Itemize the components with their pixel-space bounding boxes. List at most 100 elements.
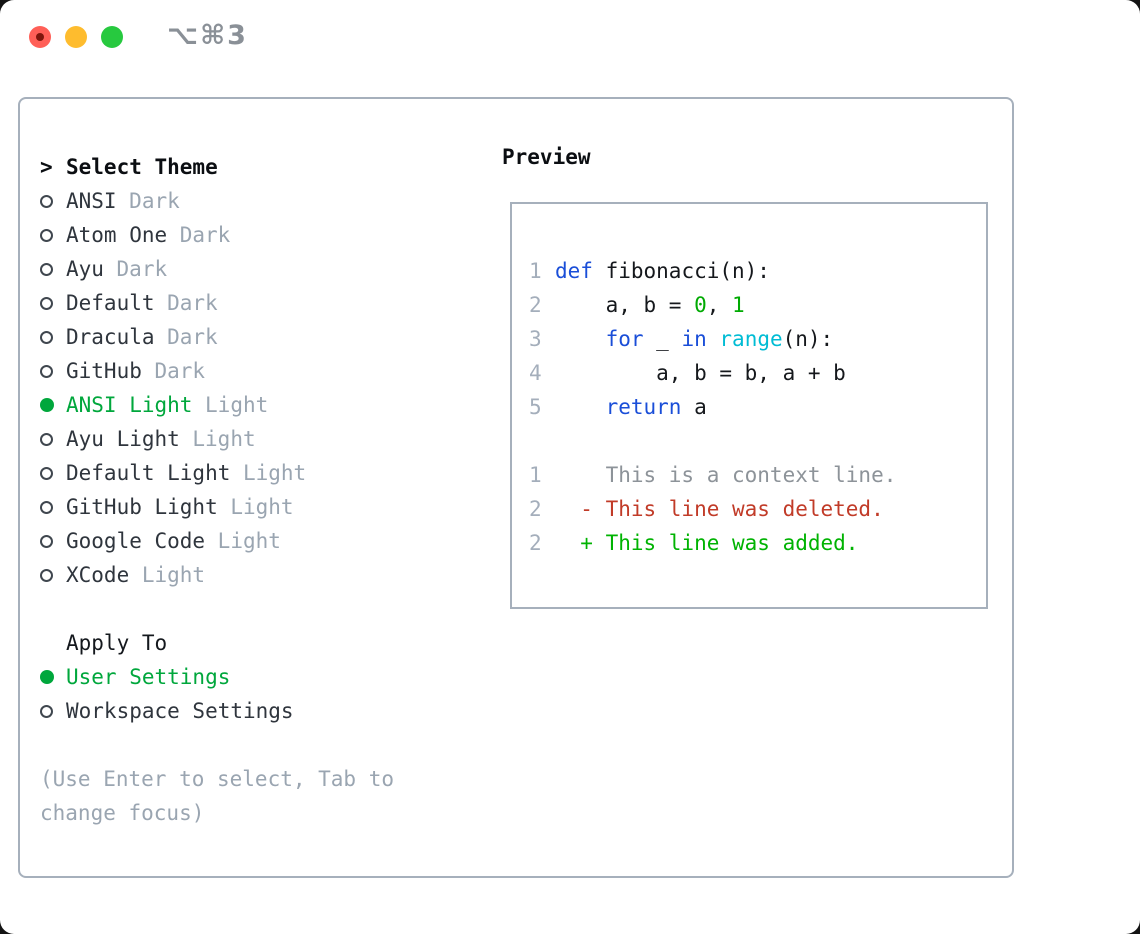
- radio-icon: [40, 262, 53, 276]
- code-text: a, b = b, a + b: [555, 356, 846, 390]
- theme-option-google-code[interactable]: Google Code Light: [40, 524, 394, 558]
- preview-title: Preview: [502, 145, 591, 169]
- theme-option-ansi[interactable]: ANSI Dark: [40, 184, 394, 218]
- radio-icon: [40, 466, 53, 480]
- radio-icon: [40, 194, 53, 208]
- code-segment-number: 0: [694, 293, 707, 317]
- selection-caret-icon: >: [40, 155, 53, 179]
- marker-cell: [40, 432, 66, 446]
- marker-cell: [40, 364, 66, 378]
- code-segment-deleted: - This line was deleted.: [555, 497, 884, 521]
- spacer: [40, 728, 394, 762]
- theme-name: Ayu: [66, 257, 104, 281]
- marker-cell: [40, 330, 66, 344]
- radio-icon: [40, 364, 53, 378]
- line-number: 3: [529, 327, 542, 351]
- theme-option-github[interactable]: GitHub Dark: [40, 354, 394, 388]
- line-number: 5: [529, 395, 542, 419]
- radio-icon: [40, 670, 54, 684]
- marker-cell: [40, 262, 66, 276]
- line-number: 4: [529, 361, 542, 385]
- code-segment-plain: a: [681, 395, 707, 419]
- code-segment-plain: a, b =: [555, 293, 695, 317]
- line-number: 2: [529, 293, 542, 317]
- theme-name: Google Code: [66, 529, 206, 553]
- code-line: 2 + This line was added.: [529, 526, 896, 560]
- theme-name: Default Light: [66, 461, 231, 485]
- marker-cell: [40, 670, 66, 684]
- traffic-lights: [29, 26, 123, 48]
- theme-name: Ayu Light: [66, 427, 180, 451]
- theme-list: ANSI Dark Atom One Dark Ayu Dark Default…: [40, 184, 394, 592]
- radio-icon: [40, 398, 54, 412]
- line-number: 1: [529, 259, 542, 283]
- theme-name: GitHub Light: [66, 495, 218, 519]
- close-button[interactable]: [29, 26, 51, 48]
- code-segment-builtin: range: [719, 327, 783, 351]
- code-segment-plain: a, b = b, a + b: [555, 361, 846, 385]
- marker-cell: [40, 568, 66, 582]
- select-theme-heading: > Select Theme: [40, 150, 394, 184]
- select-theme-title: Select Theme: [66, 155, 218, 179]
- code-segment-plain: [555, 395, 606, 419]
- theme-variant: Dark: [179, 223, 231, 247]
- theme-option-ansi-light[interactable]: ANSI Light Light: [40, 388, 394, 422]
- apply-to-list: User Settings Workspace Settings: [40, 660, 394, 728]
- radio-icon: [40, 500, 53, 514]
- line-number: 1: [529, 463, 542, 487]
- theme-variant: Light: [242, 461, 307, 485]
- code-text: def fibonacci(n):: [555, 254, 770, 288]
- code-segment-plain: _: [643, 327, 682, 351]
- code-segment-plain: fibonacci(n):: [592, 259, 770, 283]
- theme-name: Default: [66, 291, 155, 315]
- apply-option-label: Workspace Settings: [66, 699, 294, 723]
- theme-variant: Dark: [154, 359, 206, 383]
- theme-variant: Light: [205, 393, 269, 417]
- theme-option-default-light[interactable]: Default Light Light: [40, 456, 394, 490]
- keyboard-hint: (Use Enter to select, Tab to change focus…: [40, 762, 394, 830]
- code-line: [529, 424, 896, 458]
- marker-cell: [40, 500, 66, 514]
- apply-to-heading: Apply To: [40, 626, 394, 660]
- theme-option-atom-one[interactable]: Atom One Dark: [40, 218, 394, 252]
- code-segment-context: This is a context line.: [555, 463, 897, 487]
- code-line: 1 def fibonacci(n):: [529, 254, 896, 288]
- code-line: 4 a, b = b, a + b: [529, 356, 896, 390]
- hint-line: change focus): [40, 801, 205, 825]
- marker-cell: [40, 704, 66, 718]
- theme-variant: Light: [141, 563, 206, 587]
- spacer: [40, 592, 394, 626]
- radio-icon: [40, 534, 53, 548]
- theme-variant: Dark: [129, 189, 180, 213]
- theme-variant: Light: [230, 495, 294, 519]
- theme-selector-panel: > Select Theme ANSI Dark Atom One Dark A…: [18, 97, 1014, 878]
- code-line: 2 - This line was deleted.: [529, 492, 896, 526]
- marker-cell: [40, 228, 66, 242]
- code-line: 2 a, b = 0, 1: [529, 288, 896, 322]
- theme-option-ayu[interactable]: Ayu Dark: [40, 252, 394, 286]
- apply-option-workspace-settings[interactable]: Workspace Settings: [40, 694, 394, 728]
- code-text: for _ in range(n):: [555, 322, 834, 356]
- theme-option-github-light[interactable]: GitHub Light Light: [40, 490, 394, 524]
- theme-variant: Dark: [167, 325, 218, 349]
- theme-option-default[interactable]: Default Dark: [40, 286, 394, 320]
- code-segment-keyword: return: [605, 395, 682, 419]
- theme-option-xcode[interactable]: XCode Light: [40, 558, 394, 592]
- code-segment-plain: (n):: [782, 327, 834, 351]
- theme-name: Dracula: [66, 325, 155, 349]
- minimize-button[interactable]: [65, 26, 87, 48]
- code-line: 5 return a: [529, 390, 896, 424]
- zoom-button[interactable]: [101, 26, 123, 48]
- theme-option-ayu-light[interactable]: Ayu Light Light: [40, 422, 394, 456]
- theme-option-dracula[interactable]: Dracula Dark: [40, 320, 394, 354]
- code-segment-plain: ,: [706, 293, 733, 317]
- code-text: This is a context line.: [555, 458, 897, 492]
- theme-selector-column: > Select Theme ANSI Dark Atom One Dark A…: [40, 150, 394, 830]
- apply-option-user-settings[interactable]: User Settings: [40, 660, 394, 694]
- code-text: - This line was deleted.: [555, 492, 884, 526]
- code-segment-added: + This line was added.: [555, 531, 859, 555]
- code-text: a, b = 0, 1: [555, 288, 745, 322]
- theme-name: GitHub: [66, 359, 142, 383]
- theme-name: ANSI: [66, 189, 117, 213]
